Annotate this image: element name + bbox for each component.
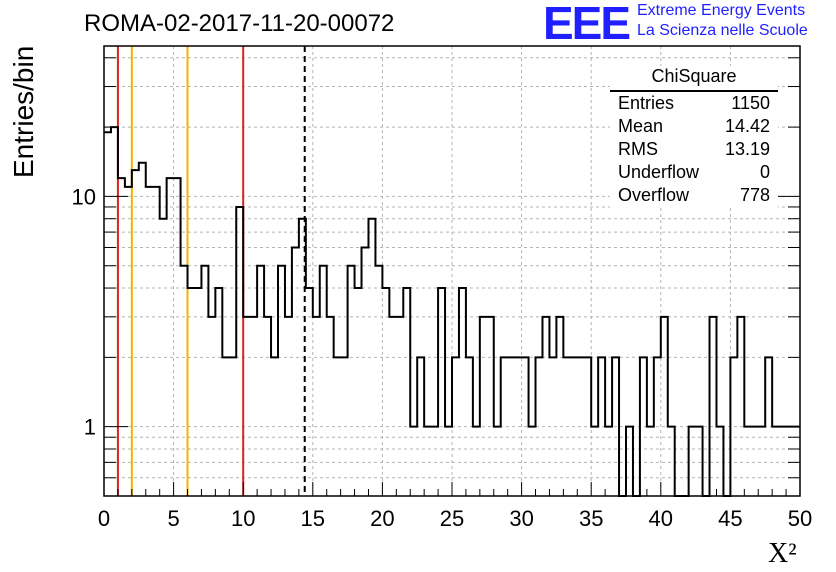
x-axis-ticks: 0 5 10 15 20 25 30 35 40 45 50 xyxy=(98,482,812,531)
stats-value: 0 xyxy=(759,162,770,182)
stats-label: Underflow xyxy=(618,162,700,182)
stats-value: 14.42 xyxy=(724,116,770,136)
histogram-line xyxy=(104,126,800,497)
stats-value: 778 xyxy=(739,185,770,205)
x-axis-label: X² xyxy=(768,538,797,569)
x-tick-label: 30 xyxy=(509,506,533,531)
y-axis-ticks: 1 10 xyxy=(72,57,800,497)
stats-label: Overflow xyxy=(618,185,690,205)
stats-label: RMS xyxy=(618,139,658,159)
y-tick-label: 10 xyxy=(72,184,96,209)
stats-value: 1150 xyxy=(731,93,770,113)
stats-value: 13.19 xyxy=(724,139,770,159)
x-tick-label: 5 xyxy=(167,506,179,531)
stats-divider xyxy=(610,90,778,92)
x-tick-label: 45 xyxy=(718,506,742,531)
y-axis-label: Entries/bin xyxy=(8,45,39,178)
chart-title: ROMA-02-2017-11-20-00072 xyxy=(84,10,395,37)
eee-logo-line2: La Scienza nelle Scuole xyxy=(637,22,808,39)
reference-lines xyxy=(116,46,306,496)
histogram-series xyxy=(104,126,800,497)
x-tick-label: 10 xyxy=(231,506,255,531)
x-tick-label: 40 xyxy=(649,506,673,531)
x-tick-label: 35 xyxy=(579,506,603,531)
x-tick-label: 15 xyxy=(301,506,325,531)
eee-logo-letters: EEE xyxy=(543,0,631,49)
x-tick-label: 50 xyxy=(788,506,812,531)
stats-title: ChiSquare xyxy=(651,66,737,86)
x-tick-label: 25 xyxy=(440,506,464,531)
eee-logo: EEE Extreme Energy Events La Scienza nel… xyxy=(543,0,833,49)
x-tick-label: 0 xyxy=(98,506,110,531)
x-tick-label: 20 xyxy=(370,506,394,531)
eee-logo-line1: Extreme Energy Events xyxy=(637,2,806,19)
y-tick-label: 1 xyxy=(84,415,96,440)
stats-label: Mean xyxy=(618,116,664,136)
stats-label: Entries xyxy=(618,93,675,113)
stats-box: ChiSquare Entries 1150 Mean 14.42 RMS 13… xyxy=(610,66,778,208)
